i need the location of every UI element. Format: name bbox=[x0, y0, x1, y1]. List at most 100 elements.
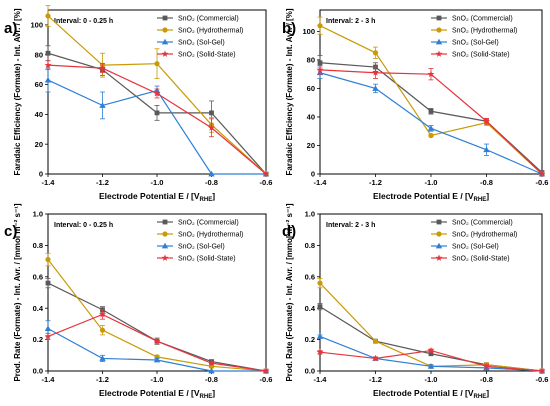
y-tick-label: 0.6 bbox=[305, 272, 315, 281]
y-tick-label: 0.8 bbox=[33, 241, 43, 250]
plot-frame bbox=[319, 9, 543, 175]
legend-item-commercial: SnO₂ (Commercial) bbox=[431, 220, 513, 227]
legend-marker bbox=[161, 50, 169, 57]
data-point bbox=[372, 338, 379, 344]
data-point bbox=[262, 170, 270, 177]
data-point bbox=[45, 256, 51, 263]
legend: SnO₂ (Commercial) SnO₂ (Hydrothermal) SnO₂… bbox=[157, 220, 243, 263]
x-tick-label: -0.6 bbox=[260, 178, 273, 187]
legend-marker bbox=[162, 15, 168, 21]
legend-label: SnO₂ (Sol-Gel) bbox=[452, 40, 499, 47]
series-solgel bbox=[44, 320, 270, 374]
legend-label: SnO₂ (Sol-Gel) bbox=[452, 244, 499, 251]
data-point bbox=[262, 367, 270, 374]
data-point bbox=[427, 363, 435, 369]
legend-label: SnO₂ (Commercial) bbox=[178, 220, 239, 227]
legend-label: SnO₂ (Hydrothermal) bbox=[178, 232, 243, 239]
legend-item-solidstate: SnO₂ (Solid-State) bbox=[157, 50, 236, 59]
legend-item-hydrothermal: SnO₂ (Hydrothermal) bbox=[431, 231, 517, 239]
data-point bbox=[317, 304, 323, 310]
y-tick-label: 60 bbox=[307, 84, 315, 93]
y-tick-label: 1.0 bbox=[33, 210, 43, 219]
legend-item-hydrothermal: SnO₂ (Hydrothermal) bbox=[157, 231, 243, 239]
data-point bbox=[427, 125, 435, 131]
y-tick-label: 100 bbox=[30, 21, 43, 30]
chart-panel-3: -1.4 -1.2 -1.0 -0.8 -0.6 0.0 0.2 0.4 0.6 0.8 1.0 El… bbox=[4, 203, 272, 400]
y-axis-label: Prod. Rate (Formate) - Int. Avr. / [mmol… bbox=[285, 203, 294, 381]
legend-item-commercial: SnO₂ (Commercial) bbox=[157, 220, 239, 227]
series-solidstate bbox=[316, 346, 546, 374]
data-point bbox=[208, 124, 215, 131]
legend: SnO₂ (Commercial) SnO₂ (Hydrothermal) SnO₂… bbox=[431, 16, 517, 59]
y-tick-label: 80 bbox=[307, 56, 315, 65]
legend-marker bbox=[161, 254, 169, 261]
data-point bbox=[99, 355, 106, 361]
interval-annotation: Interval: 2 - 3 h bbox=[326, 18, 375, 25]
series-solidstate bbox=[316, 65, 546, 177]
legend-marker bbox=[161, 242, 169, 249]
x-tick-label: -0.8 bbox=[480, 375, 493, 384]
legend-item-solgel: SnO₂ (Sol-Gel) bbox=[157, 38, 225, 47]
data-point bbox=[44, 61, 52, 69]
y-tick-label: 0.0 bbox=[33, 367, 43, 376]
data-point bbox=[99, 64, 106, 72]
series-line bbox=[319, 69, 543, 175]
y-tick-label: 0 bbox=[311, 170, 315, 179]
y-tick-label: 0 bbox=[39, 170, 43, 179]
x-tick-label: -1.4 bbox=[314, 178, 328, 187]
series-solgel bbox=[316, 66, 546, 177]
panel-letter: c) bbox=[4, 223, 17, 240]
chart-panel-2: -1.4 -1.2 -1.0 -0.8 -0.6 0 20 40 60 80 100 Electrod… bbox=[282, 8, 548, 203]
panel-letter: d) bbox=[282, 223, 296, 240]
data-point bbox=[317, 23, 323, 29]
data-point bbox=[99, 102, 106, 108]
data-point bbox=[153, 337, 161, 345]
legend-label: SnO₂ (Commercial) bbox=[178, 16, 239, 23]
data-point bbox=[316, 66, 324, 73]
x-tick-label: -1.4 bbox=[314, 375, 328, 384]
data-point bbox=[45, 280, 51, 286]
x-tick-label: -1.2 bbox=[369, 178, 382, 187]
data-point bbox=[317, 280, 323, 286]
x-axis-label: Electrode Potential E / [VRHE] bbox=[373, 388, 489, 400]
data-point bbox=[45, 50, 51, 56]
legend-label: SnO₂ (Hydrothermal) bbox=[452, 28, 517, 35]
legend-marker bbox=[436, 15, 442, 21]
data-point bbox=[483, 117, 490, 125]
y-tick-label: 0.0 bbox=[305, 367, 315, 376]
data-point bbox=[372, 354, 379, 362]
legend: SnO₂ (Commercial) SnO₂ (Hydrothermal) SnO₂… bbox=[431, 220, 517, 263]
x-tick-label: -0.6 bbox=[260, 375, 273, 384]
chart-panel-4: -1.4 -1.2 -1.0 -0.8 -0.6 0.0 0.2 0.4 0.6 0.8 1.0 El… bbox=[282, 203, 548, 400]
y-tick-label: 100 bbox=[302, 27, 315, 36]
data-point bbox=[153, 356, 161, 363]
data-point bbox=[208, 367, 215, 374]
series-line bbox=[319, 72, 543, 175]
legend-marker bbox=[162, 219, 168, 225]
panel-letter: a) bbox=[4, 20, 17, 37]
data-point bbox=[538, 367, 546, 374]
panel-letter: b) bbox=[282, 20, 296, 37]
data-point bbox=[427, 70, 435, 78]
x-tick-label: -0.8 bbox=[480, 178, 493, 187]
x-tick-label: -0.8 bbox=[205, 375, 218, 384]
x-tick-label: -1.0 bbox=[425, 375, 438, 384]
series-hydrothermal bbox=[317, 16, 545, 177]
data-point bbox=[44, 325, 52, 332]
legend-label: SnO₂ (Sol-Gel) bbox=[178, 40, 225, 47]
legend-marker bbox=[435, 38, 443, 45]
legend-label: SnO₂ (Commercial) bbox=[452, 220, 513, 227]
series-hydrothermal bbox=[45, 252, 269, 374]
data-point bbox=[372, 85, 379, 91]
x-tick-label: -1.2 bbox=[96, 178, 109, 187]
x-tick-label: -1.4 bbox=[42, 375, 56, 384]
legend-item-solidstate: SnO₂ (Solid-State) bbox=[157, 254, 236, 263]
legend-item-solidstate: SnO₂ (Solid-State) bbox=[431, 50, 510, 59]
series-solgel bbox=[44, 67, 270, 177]
legend-label: SnO₂ (Hydrothermal) bbox=[452, 232, 517, 239]
y-tick-label: 0.8 bbox=[305, 241, 315, 250]
series-commercial bbox=[317, 303, 545, 374]
legend: SnO₂ (Commercial) SnO₂ (Hydrothermal) SnO₂… bbox=[157, 16, 243, 59]
legend-item-commercial: SnO₂ (Commercial) bbox=[157, 16, 239, 23]
